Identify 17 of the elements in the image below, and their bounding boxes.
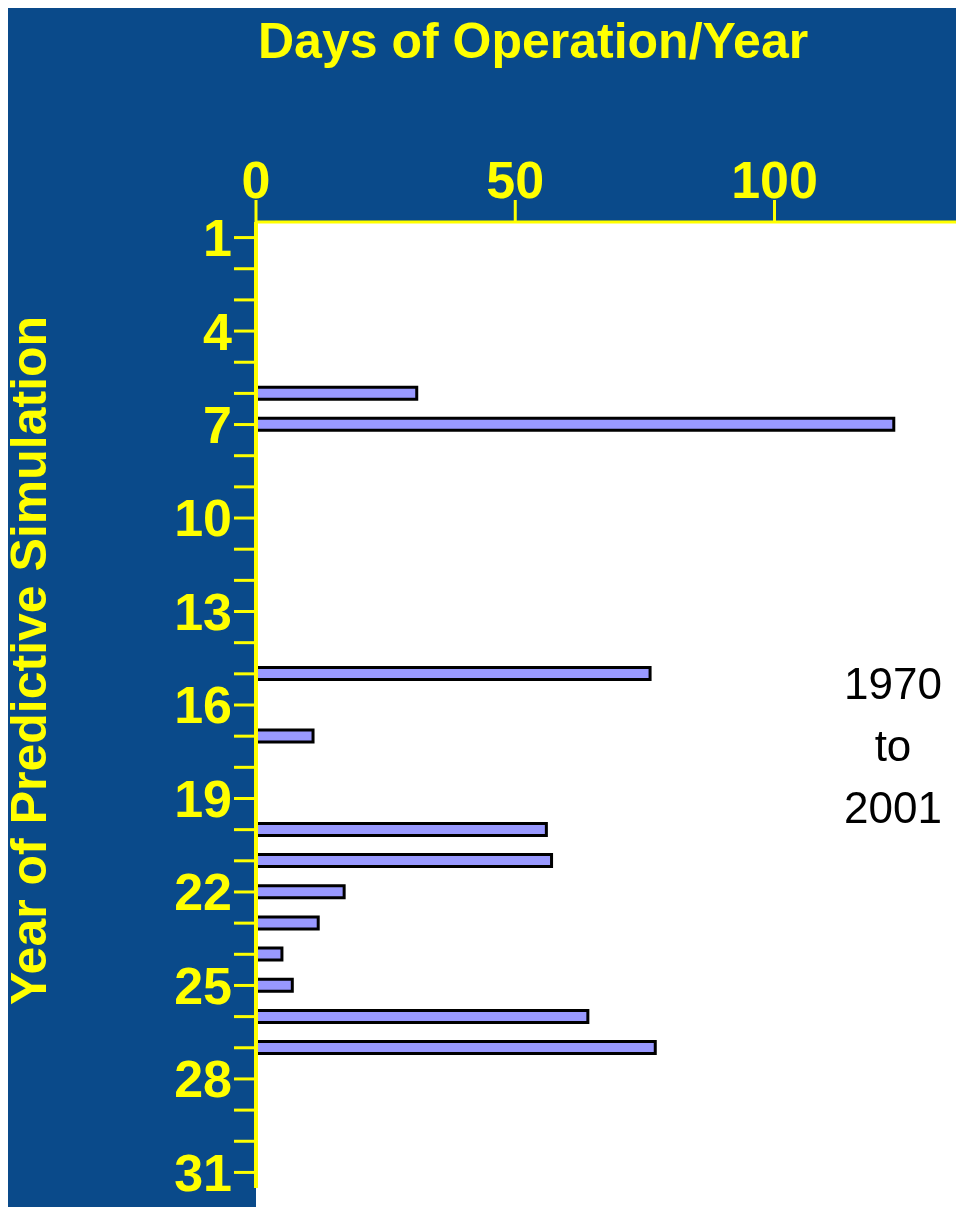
- x-axis-title: Days of Operation/Year: [258, 12, 809, 70]
- y-tick-label: 25: [174, 956, 232, 1015]
- y-tick-label: 4: [203, 302, 233, 361]
- y-tick-label: 16: [174, 676, 232, 735]
- x-tick-label: 50: [486, 151, 545, 209]
- y-tick-label: 22: [174, 863, 232, 922]
- annotation: 1970 to 2001: [843, 658, 943, 834]
- y-tick-label: 31: [174, 1143, 232, 1202]
- y-tick-label: 10: [174, 489, 232, 548]
- y-tick-label: 28: [174, 1050, 232, 1109]
- y-tick-label: 13: [174, 582, 232, 641]
- y-tick-label: 1: [203, 209, 232, 268]
- y-tick-label: 19: [174, 769, 232, 828]
- y-tick-label: 7: [203, 396, 232, 455]
- y-axis-title: Year of Predictive Simulation: [0, 315, 57, 1005]
- x-tick-label: 100: [731, 151, 818, 209]
- x-tick-label: 0: [241, 151, 271, 209]
